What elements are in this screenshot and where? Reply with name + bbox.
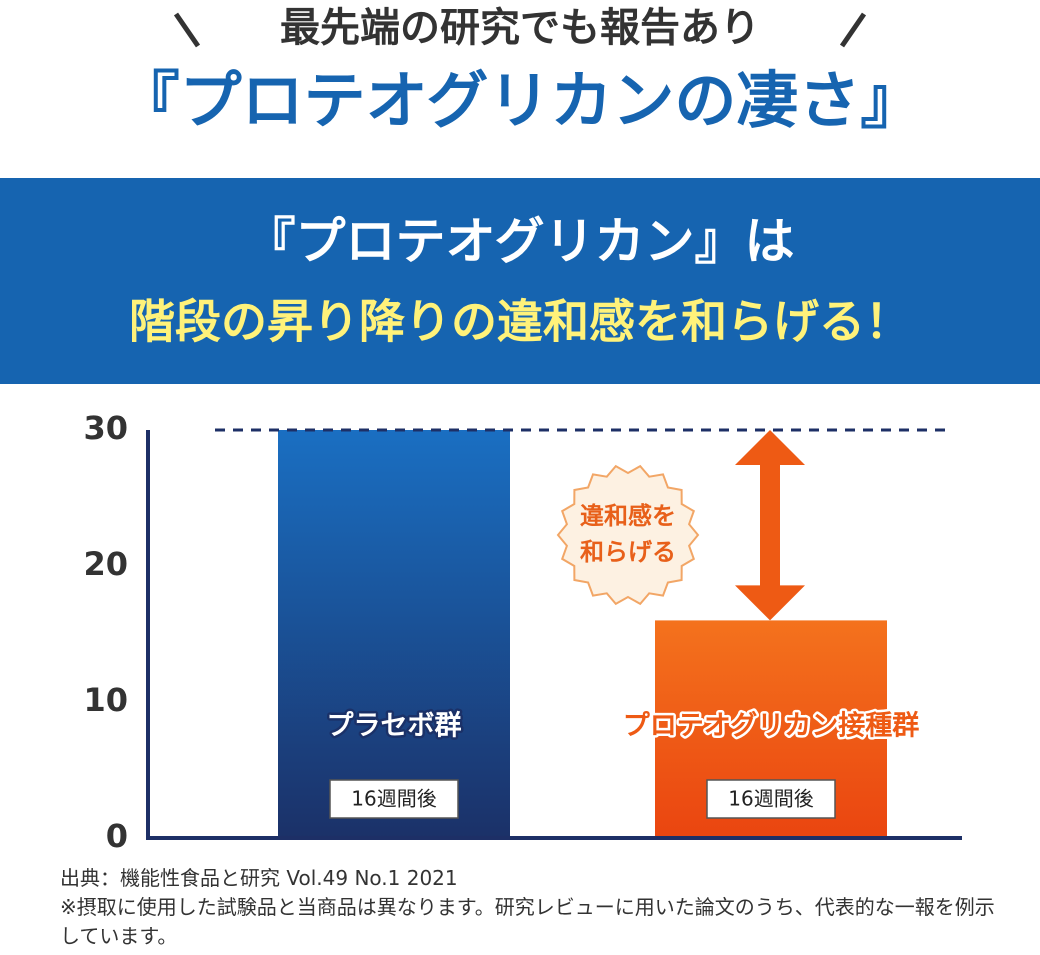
sublabel-box xyxy=(706,779,836,819)
category-label: プラセボ群 xyxy=(327,711,462,742)
y-tick-label: 10 xyxy=(83,681,128,719)
sublabel: 16週間後 xyxy=(351,787,436,811)
headline: 『プロテオグリカンの凄さ』 xyxy=(118,64,923,137)
footnotes: 出典：機能性食品と研究 Vol.49 No.1 2021 ※摂取に使用した試験品… xyxy=(60,864,1010,951)
annotation: 和らげる xyxy=(580,538,676,566)
kicker: 最先端の研究でも報告あり xyxy=(280,5,760,51)
banner xyxy=(0,178,1040,384)
decor-slash xyxy=(839,12,867,48)
category-label: プロテオグリカン接種群 xyxy=(623,710,919,742)
bar xyxy=(278,430,510,838)
y-tick-label: 0 xyxy=(106,817,128,855)
badge xyxy=(556,464,700,606)
y-tick-label: 30 xyxy=(83,409,128,447)
footnote: 出典：機能性食品と研究 Vol.49 No.1 2021 xyxy=(60,866,458,890)
difference-arrow xyxy=(735,430,805,621)
annotation: 違和感を xyxy=(580,502,676,530)
footnote: ※摂取に使用した試験品と当商品は異なります。研究レビューに用いた論文のうち、代表… xyxy=(60,895,995,948)
banner-line: 『プロテオグリカン』は xyxy=(246,213,795,271)
decor-slash xyxy=(173,12,201,48)
banner-line: 階段の昇り降りの違和感を和らげる！ xyxy=(129,295,911,349)
sublabel: 16週間後 xyxy=(728,787,813,811)
y-tick-label: 20 xyxy=(83,545,128,583)
sublabel-box xyxy=(329,779,459,819)
